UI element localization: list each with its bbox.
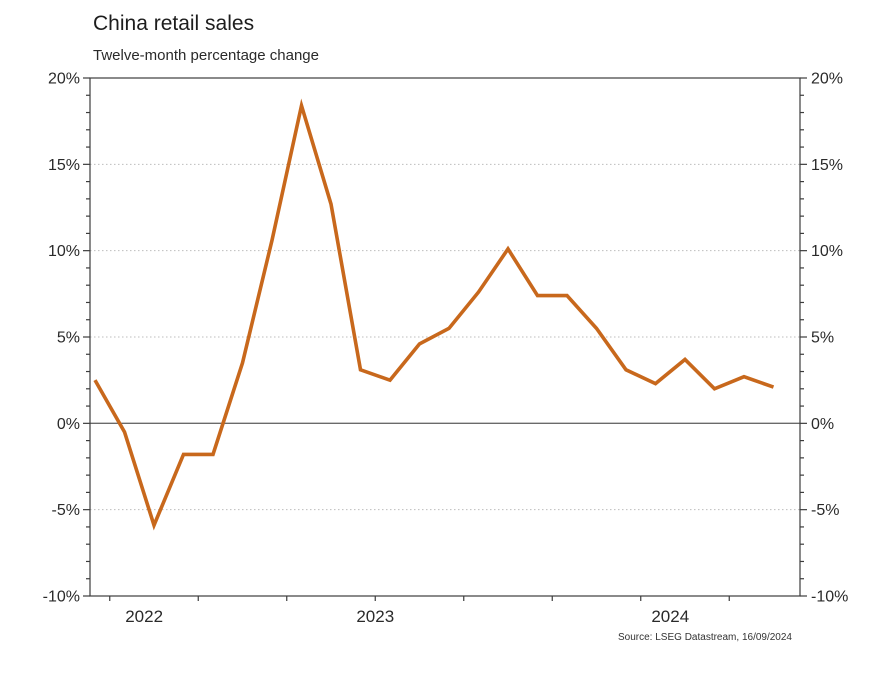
chart-subtitle: Twelve-month percentage change bbox=[93, 47, 319, 64]
axis-ticks bbox=[83, 77, 807, 601]
x-axis-year-label: 2024 bbox=[651, 607, 689, 626]
y-axis-label-right: 10% bbox=[811, 243, 843, 260]
y-axis-label-right: 20% bbox=[811, 71, 843, 88]
x-axis-year-label: 2023 bbox=[356, 607, 394, 626]
y-axis-label-left: 10% bbox=[48, 243, 80, 260]
y-axis-label-right: 0% bbox=[811, 416, 834, 433]
plot-frame bbox=[89, 77, 801, 597]
y-axis-label-left: 0% bbox=[57, 416, 80, 433]
source-note: Source: LSEG Datastream, 16/09/2024 bbox=[618, 632, 792, 643]
data-line-china-retail-sales bbox=[93, 98, 775, 531]
gridlines bbox=[90, 163, 800, 511]
y-axis-label-right: 15% bbox=[811, 157, 843, 174]
chart-title: China retail sales bbox=[93, 12, 255, 35]
axis-labels: -10% -10% -5% -5% 0% 0% 5% 5% 10% 10% 15% 15% 20% 20%… bbox=[43, 71, 849, 627]
x-axis-year-label: 2022 bbox=[125, 607, 163, 626]
y-axis-label-left: 20% bbox=[48, 71, 80, 88]
y-axis-label-left: 15% bbox=[48, 157, 80, 174]
y-axis-label-right: 5% bbox=[811, 330, 834, 347]
y-axis-label-left: 5% bbox=[57, 330, 80, 347]
y-axis-label-left: -5% bbox=[52, 502, 80, 519]
y-axis-label-right: -5% bbox=[811, 502, 839, 519]
y-axis-label-left: -10% bbox=[43, 589, 80, 606]
y-axis-label-right: -10% bbox=[811, 589, 848, 606]
